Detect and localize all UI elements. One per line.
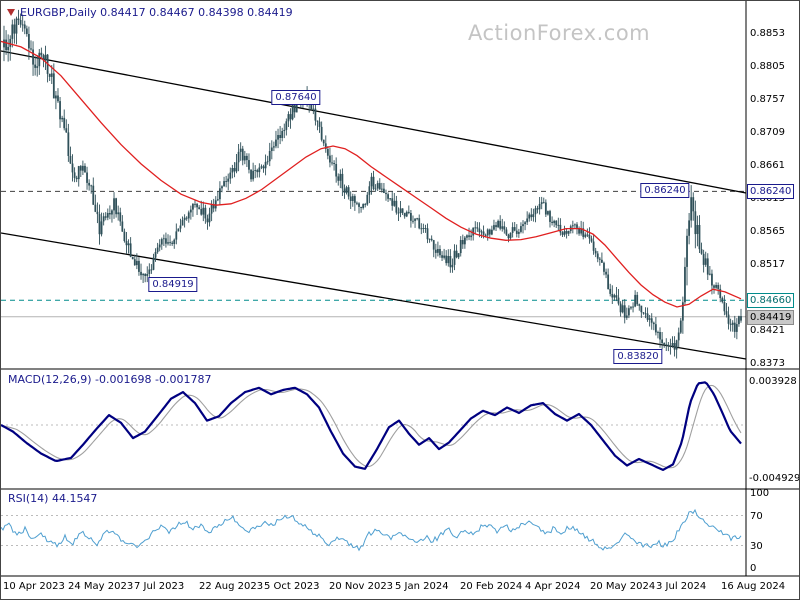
trendline [1,50,747,194]
macd-signal-line [1,384,742,469]
symbol-ohlc-text: EURGBP,Daily 0.84417 0.84467 0.84398 0.8… [20,6,293,19]
level-lines [1,190,746,318]
rsi-label: RSI(14) 44.1547 [8,492,98,505]
rsi-line [1,508,742,552]
trendlines [1,50,747,360]
symbol-ohlc-title: EURGBP,Daily 0.84417 0.84467 0.84398 0.8… [7,6,293,19]
macd-label: MACD(12,26,9) -0.001698 -0.001787 [8,373,212,386]
moving-average-line [1,40,742,308]
macd-line [1,381,742,471]
trendline [1,232,747,360]
candles-series [3,9,742,359]
symbol-direction-icon [7,9,15,16]
watermark: ActionForex.com [468,21,651,45]
